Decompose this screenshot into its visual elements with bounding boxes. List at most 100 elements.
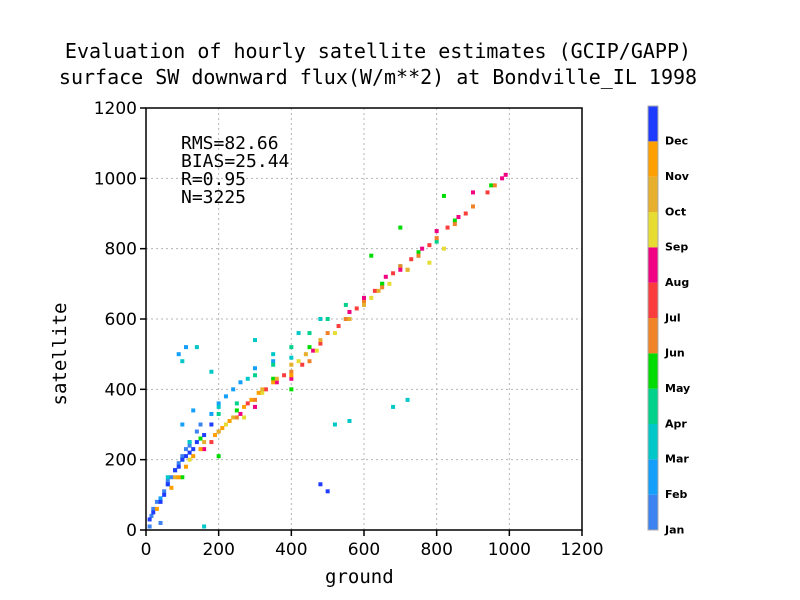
data-point-aug [274, 380, 279, 385]
colorbar-label-sep: Sep [665, 241, 688, 254]
data-point-mar [187, 440, 192, 445]
data-point-feb [209, 411, 214, 416]
data-point-feb [223, 394, 228, 399]
data-point-dec [158, 499, 163, 504]
data-point-jan [147, 524, 152, 529]
colorbar-frame [647, 105, 659, 531]
colorbar-swatch-jul [648, 282, 658, 318]
data-point-jul [318, 341, 323, 346]
colorbar-swatch-nov [648, 141, 658, 177]
colorbar-swatch-jun [648, 318, 658, 354]
colorbar-label-nov: Nov [665, 170, 690, 183]
x-axis-ticks: 0 200 400 600 800 1000 1200 [141, 530, 604, 560]
data-point-mar [180, 359, 185, 364]
data-point-dec [173, 468, 178, 473]
data-point-may [271, 376, 276, 381]
data-point-sep [314, 348, 319, 353]
colorbar-swatch-feb [648, 459, 658, 495]
data-point-jun [452, 222, 457, 227]
data-point-sep [369, 295, 374, 300]
data-point-aug [311, 348, 316, 353]
data-point-oct [289, 362, 294, 367]
data-point-jan [198, 422, 203, 427]
y-tick-label: 0 [126, 521, 137, 541]
data-point-dec [180, 457, 185, 462]
colorbar-swatch-mar [648, 424, 658, 460]
data-point-may [180, 475, 185, 480]
data-point-jul [463, 211, 468, 216]
chart-subtitle: surface SW downward flux(W/m**2) at Bond… [58, 65, 698, 89]
data-point-aug [362, 295, 366, 300]
data-point-may [398, 225, 403, 230]
data-point-jun [253, 397, 257, 402]
data-point-jan [169, 475, 174, 480]
data-point-jan [180, 454, 185, 459]
colorbar-label-jul: Jul [664, 311, 681, 324]
data-point-oct [362, 302, 366, 307]
data-point-oct [318, 338, 323, 343]
data-point-mar [391, 404, 396, 409]
data-point-mar [202, 524, 207, 529]
data-point-apr [343, 302, 348, 307]
data-point-feb [271, 359, 276, 364]
stat-r: R=0.95 [181, 169, 247, 190]
data-point-nov [169, 485, 174, 490]
month-colorbar: Jan Feb Mar Apr May Jun Jul Aug Sep Oct Nov Dec [647, 105, 690, 536]
data-point-jan [165, 478, 170, 483]
y-axis-ticks: 0 200 400 600 800 1000 1200 [94, 99, 146, 541]
data-point-jun [416, 253, 421, 258]
data-point-oct [405, 267, 410, 272]
data-point-mar [332, 422, 337, 427]
data-point-feb [180, 422, 185, 427]
y-tick-label: 600 [105, 310, 137, 330]
data-point-jul [336, 324, 341, 329]
data-point-nov [198, 447, 203, 452]
data-point-dec [176, 464, 181, 469]
data-point-feb [253, 366, 257, 371]
data-point-sep [427, 260, 432, 265]
data-point-dec [318, 482, 323, 487]
data-point-sep [387, 281, 392, 286]
data-point-feb [158, 496, 163, 501]
data-point-jul [409, 257, 414, 262]
colorbar-swatch-oct [648, 176, 658, 212]
data-point-dec [325, 489, 330, 494]
x-tick-label: 600 [348, 540, 380, 560]
x-tick-label: 1200 [560, 540, 603, 560]
data-point-mar [245, 376, 250, 381]
data-point-mar [347, 418, 352, 423]
data-point-mar [194, 345, 199, 350]
colorbar-swatch-sep [648, 212, 658, 248]
y-tick-label: 1200 [94, 99, 137, 119]
data-point-nov [227, 418, 232, 423]
y-axis-label: satellite [49, 302, 71, 406]
data-point-jul [354, 306, 359, 311]
data-point-sep [296, 359, 301, 364]
data-point-dec [202, 433, 207, 438]
data-point-apr [271, 362, 276, 367]
data-point-jul [485, 190, 490, 195]
data-point-jun [362, 299, 366, 304]
data-point-nov [191, 454, 196, 459]
data-point-oct [202, 440, 207, 445]
data-point-apr [307, 331, 312, 336]
data-point-nov [220, 426, 225, 431]
data-point-apr [325, 317, 330, 321]
data-point-oct [376, 288, 381, 293]
data-point-mar [405, 397, 410, 402]
x-tick-label: 1000 [488, 540, 531, 560]
colorbar-swatch-aug [648, 247, 658, 283]
data-point-mar [296, 331, 301, 336]
data-point-mar [271, 352, 276, 357]
data-point-jan [151, 506, 156, 511]
data-point-feb [191, 408, 196, 413]
data-point-apr [434, 239, 439, 244]
data-point-sep [332, 331, 337, 336]
data-point-aug [456, 215, 461, 220]
data-point-jan [154, 499, 159, 504]
colorbar-label-may: May [665, 382, 690, 395]
data-point-aug [202, 447, 207, 452]
data-point-nov [242, 404, 247, 409]
data-point-jan [149, 513, 154, 518]
data-point-may [216, 454, 221, 459]
